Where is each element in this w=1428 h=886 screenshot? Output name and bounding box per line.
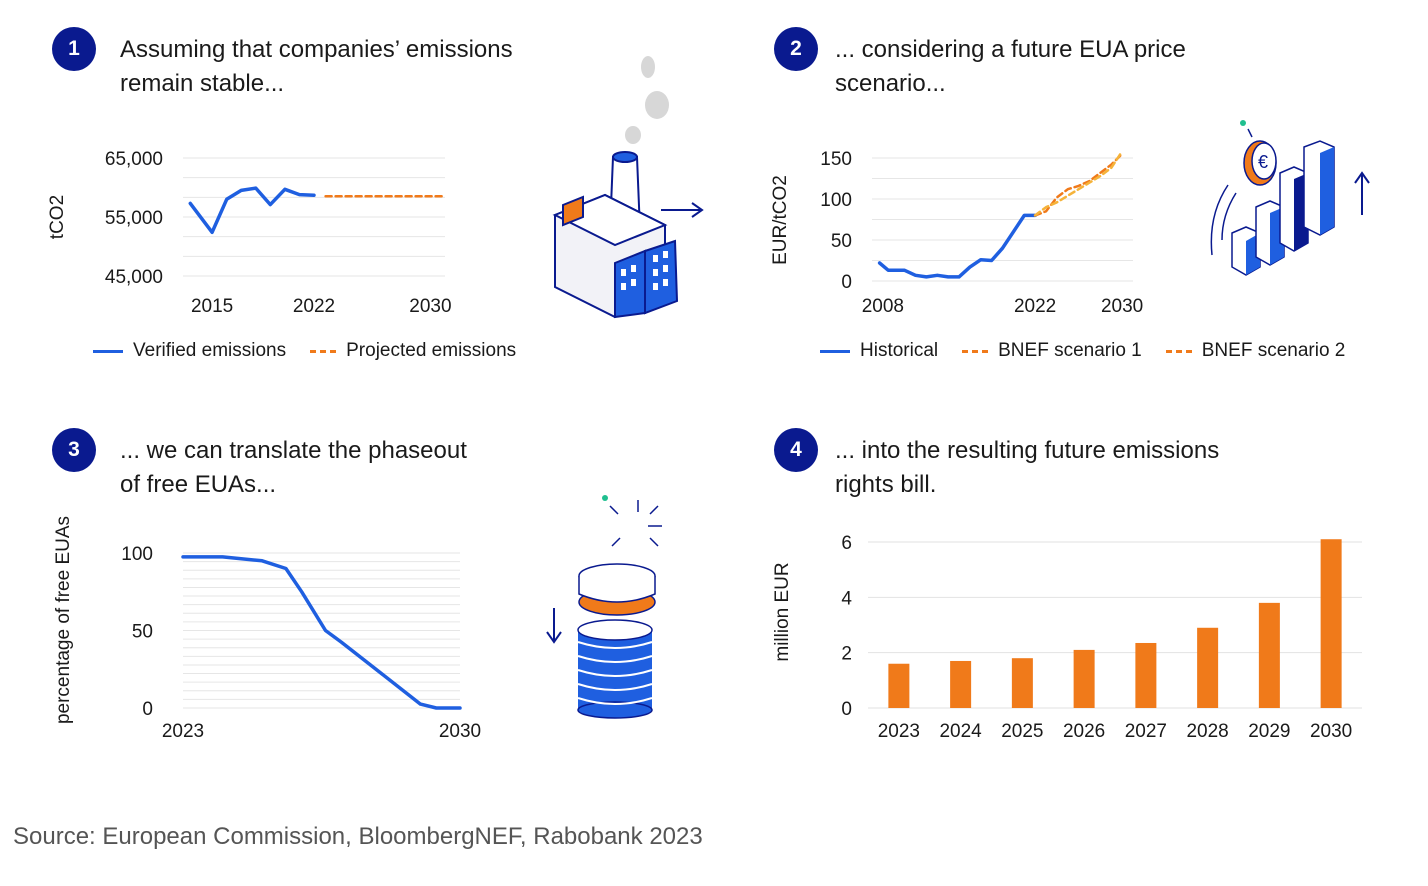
- chart-4-ytick-label: 6: [841, 533, 852, 554]
- chart-4-ytick-label: 2: [841, 644, 852, 665]
- legend-item-bnef1: BNEF scenario 1: [962, 340, 1142, 362]
- panel-3-heading-line1: ... we can translate the phaseout: [120, 437, 467, 464]
- chart-2-xtick-label: 2022: [1014, 296, 1056, 317]
- panel-2-heading-line1: ... considering a future EUA price: [835, 36, 1186, 63]
- chart-1-ytick-label: 45,000: [105, 267, 163, 288]
- chart-4-xtick-label: 2027: [1125, 721, 1167, 742]
- legend-label-verified: Verified emissions: [133, 340, 287, 361]
- chart-4-bar-2029: [1258, 602, 1280, 708]
- legend-swatch-bnef1: [962, 349, 989, 353]
- legend-item-verified: Verified emissions: [93, 340, 286, 362]
- chart-3-xtick-label: 2030: [439, 721, 481, 742]
- chart-2-series-2-line: [1033, 152, 1124, 217]
- chart-4-xtick-label: 2025: [1001, 721, 1043, 742]
- panel-2-heading: ... considering a future EUA price scena…: [835, 33, 1275, 101]
- euro-symbol: €: [1258, 152, 1268, 172]
- chart-4-xtick-label: 2026: [1063, 721, 1105, 742]
- chart-4-ytick-label: 4: [841, 588, 852, 609]
- source-note: Source: European Commission, BloombergNE…: [13, 823, 703, 850]
- chart-1-ytick-label: 65,000: [105, 149, 163, 170]
- chart-4-y-axis-label: million EUR: [772, 562, 793, 661]
- chart-2-series-3-line: [1033, 150, 1124, 217]
- panel-1-heading-line2: remain stable...: [120, 70, 285, 97]
- chart-2-y-axis-label: EUR/tCO2: [770, 175, 791, 265]
- chart-4-bar-2023: [888, 663, 910, 708]
- chart-2-ytick-label: 150: [820, 149, 852, 170]
- panel-4-heading: ... into the resulting future emissions …: [835, 434, 1275, 502]
- chart-4-bar-2025: [1011, 658, 1033, 708]
- chart-2-ytick-label: 0: [841, 272, 852, 293]
- legend-swatch-historical: [820, 349, 850, 353]
- legend-item-projected: Projected emissions: [310, 340, 516, 362]
- legend-label-projected: Projected emissions: [346, 340, 517, 361]
- legend-label-bnef2: BNEF scenario 2: [1201, 340, 1346, 361]
- factory-icon: [552, 56, 704, 319]
- chart-4-xtick-label: 2030: [1310, 721, 1352, 742]
- chart-1-y-axis-label: tCO2: [47, 195, 68, 239]
- panel-1-number: 1: [52, 27, 96, 71]
- legend-label-historical: Historical: [860, 340, 939, 361]
- panel-3-number: 3: [52, 428, 96, 472]
- chart-2-ytick-label: 100: [820, 190, 852, 211]
- legend-label-bnef1: BNEF scenario 1: [998, 340, 1142, 361]
- chart-3-ytick-label: 0: [142, 699, 153, 720]
- chart-3-ytick-label: 100: [121, 544, 153, 565]
- chart-1-xtick-label: 2015: [191, 296, 233, 317]
- chart-1-xtick-label: 2030: [409, 296, 451, 317]
- chart-1-ytick-label: 55,000: [105, 208, 163, 229]
- panel-3-heading: ... we can translate the phaseout of fre…: [120, 434, 560, 502]
- chart-4-bar-2030: [1320, 539, 1342, 708]
- chart-3-series-1-line: [181, 555, 462, 710]
- chart-2-series-1-line: [877, 213, 1037, 279]
- panel-1-heading-line1: Assuming that companies’ emissions: [120, 36, 513, 63]
- legend-chart-1: Verified emissions Projected emissions: [93, 340, 530, 362]
- legend-chart-2: Historical BNEF scenario 1 BNEF scenario…: [820, 340, 1359, 362]
- chart-2-ytick-label: 50: [831, 231, 852, 252]
- chart-4-bar-2028: [1197, 627, 1219, 708]
- rising-bars-euro-icon: €: [1210, 120, 1370, 276]
- legend-item-historical: Historical: [820, 340, 938, 362]
- panel-2-number: 2: [774, 27, 818, 71]
- chart-4-xtick-label: 2024: [939, 721, 982, 742]
- coin-stack-icon: [546, 495, 662, 719]
- chart-1-series-1-line: [188, 186, 316, 235]
- chart-2-xtick-label: 2030: [1101, 296, 1143, 317]
- panel-4-number: 4: [774, 428, 818, 472]
- chart-4-xtick-label: 2028: [1186, 721, 1228, 742]
- chart-4-xtick-label: 2029: [1248, 721, 1290, 742]
- chart-3-ytick-label: 50: [132, 622, 153, 643]
- chart-4-bar-2024: [950, 660, 972, 708]
- panel-1-heading: Assuming that companies’ emissions remai…: [120, 33, 560, 101]
- legend-swatch-bnef2: [1165, 349, 1192, 353]
- legend-item-bnef2: BNEF scenario 2: [1165, 340, 1346, 362]
- panel-4-heading-line2: rights bill.: [835, 471, 937, 498]
- chart-4-ytick-label: 0: [841, 699, 852, 720]
- panel-4-heading-line1: ... into the resulting future emissions: [835, 437, 1220, 464]
- chart-4-bar-2027: [1135, 642, 1157, 708]
- chart-4-bar-2026: [1073, 649, 1095, 708]
- legend-swatch-verified: [93, 349, 123, 353]
- panel-2-heading-line2: scenario...: [835, 70, 946, 97]
- panel-3-heading-line2: of free EUAs...: [120, 471, 277, 498]
- legend-swatch-projected: [310, 349, 337, 353]
- chart-4-xtick-label: 2023: [878, 721, 920, 742]
- chart-3-y-axis-label: percentage of free EUAs: [53, 516, 74, 724]
- chart-1-xtick-label: 2022: [293, 296, 335, 317]
- chart-2-xtick-label: 2008: [862, 296, 904, 317]
- chart-3-xtick-label: 2023: [162, 721, 204, 742]
